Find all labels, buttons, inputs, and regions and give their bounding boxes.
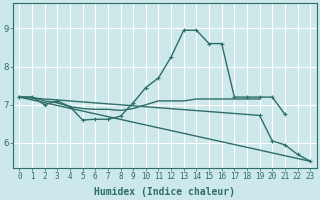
X-axis label: Humidex (Indice chaleur): Humidex (Indice chaleur)	[94, 186, 235, 197]
